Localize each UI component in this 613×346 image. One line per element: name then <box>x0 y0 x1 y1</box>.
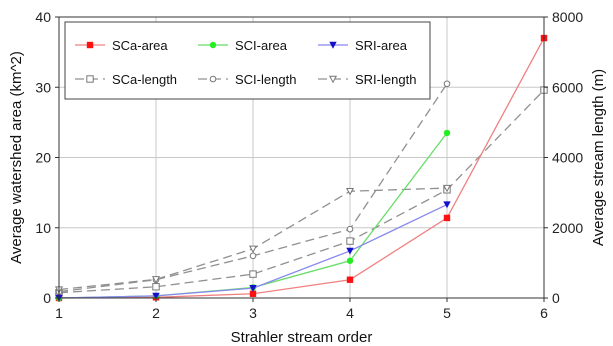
data-point-sca-length <box>152 283 160 291</box>
data-point-sri-area <box>152 292 160 300</box>
legend-item-sri-length: SRI-length <box>318 72 416 87</box>
x-tick-label: 1 <box>55 305 63 321</box>
legend-label: SCI-length <box>235 72 296 87</box>
x-tick-label: 2 <box>152 305 160 321</box>
y-left-tick-label: 20 <box>35 150 51 166</box>
data-point-sri-length <box>248 245 258 254</box>
legend-marker <box>209 75 217 83</box>
y-left-tick-label: 30 <box>35 79 51 95</box>
legend-marker <box>329 41 337 49</box>
y-right-tick-label: 6000 <box>552 79 583 95</box>
x-tick-label: 5 <box>443 305 451 321</box>
data-point-sca-area <box>443 214 451 222</box>
y-left-tick-label: 0 <box>43 290 51 306</box>
data-point-sri-area <box>443 201 451 209</box>
y-right-tick-label: 8000 <box>552 9 583 25</box>
series-line-sca-area <box>58 37 545 299</box>
data-point-sca-area <box>346 276 354 283</box>
data-point-sci-area <box>443 129 451 137</box>
legend-marker <box>328 75 338 84</box>
y-axis-left-title: Average watershed area (km^2) <box>8 51 25 264</box>
legend-label: SRI-area <box>355 38 408 53</box>
legend-label: SRI-length <box>355 72 416 87</box>
legend-marker <box>86 75 94 83</box>
data-point-sci-length <box>249 252 257 260</box>
data-point-sri-area <box>249 284 257 292</box>
y-axis-right-title: Average stream length (m) <box>590 69 607 246</box>
y-right-tick-label: 4000 <box>552 150 583 166</box>
legend-item-sci-length: SCI-length <box>198 72 296 87</box>
legend-marker <box>86 41 94 49</box>
legend-label: SCa-length <box>112 72 177 87</box>
data-point-sri-length <box>442 184 452 193</box>
data-point-sri-length <box>345 188 355 196</box>
legend-marker <box>209 41 217 49</box>
y-right-tick-label: 0 <box>552 290 560 306</box>
y-left-tick-label: 10 <box>35 220 51 236</box>
y-left-tick-label: 40 <box>35 9 51 25</box>
legend-label: SCI-area <box>235 38 288 53</box>
data-point-sci-length <box>443 80 451 88</box>
legend-label: SCa-area <box>112 38 168 53</box>
legend-item-sca-area: SCa-area <box>75 38 168 53</box>
data-point-sri-area <box>346 247 354 255</box>
x-tick-label: 3 <box>249 305 257 321</box>
series-sca-length <box>55 86 548 297</box>
series-line-sca-length <box>58 89 545 294</box>
legend-item-sri-area: SRI-area <box>318 38 408 53</box>
data-point-sri-length <box>151 276 161 284</box>
x-tick-label: 6 <box>540 305 548 321</box>
data-point-sca-area <box>249 290 257 297</box>
legend: SCa-area SCI-area SRI-area SCa-length SCI-le… <box>64 21 431 100</box>
data-point-sca-length <box>346 237 354 245</box>
x-tick-label: 4 <box>346 305 354 321</box>
data-point-sci-length <box>346 225 354 233</box>
legend-item-sci-area: SCI-area <box>198 38 288 53</box>
y-right-tick-label: 2000 <box>552 220 583 236</box>
legend-item-sca-length: SCa-length <box>75 72 177 87</box>
data-point-sca-length <box>249 270 257 278</box>
legend-box <box>64 21 431 100</box>
x-axis-title: Strahler stream order <box>231 329 373 346</box>
data-point-sci-area <box>346 257 354 264</box>
